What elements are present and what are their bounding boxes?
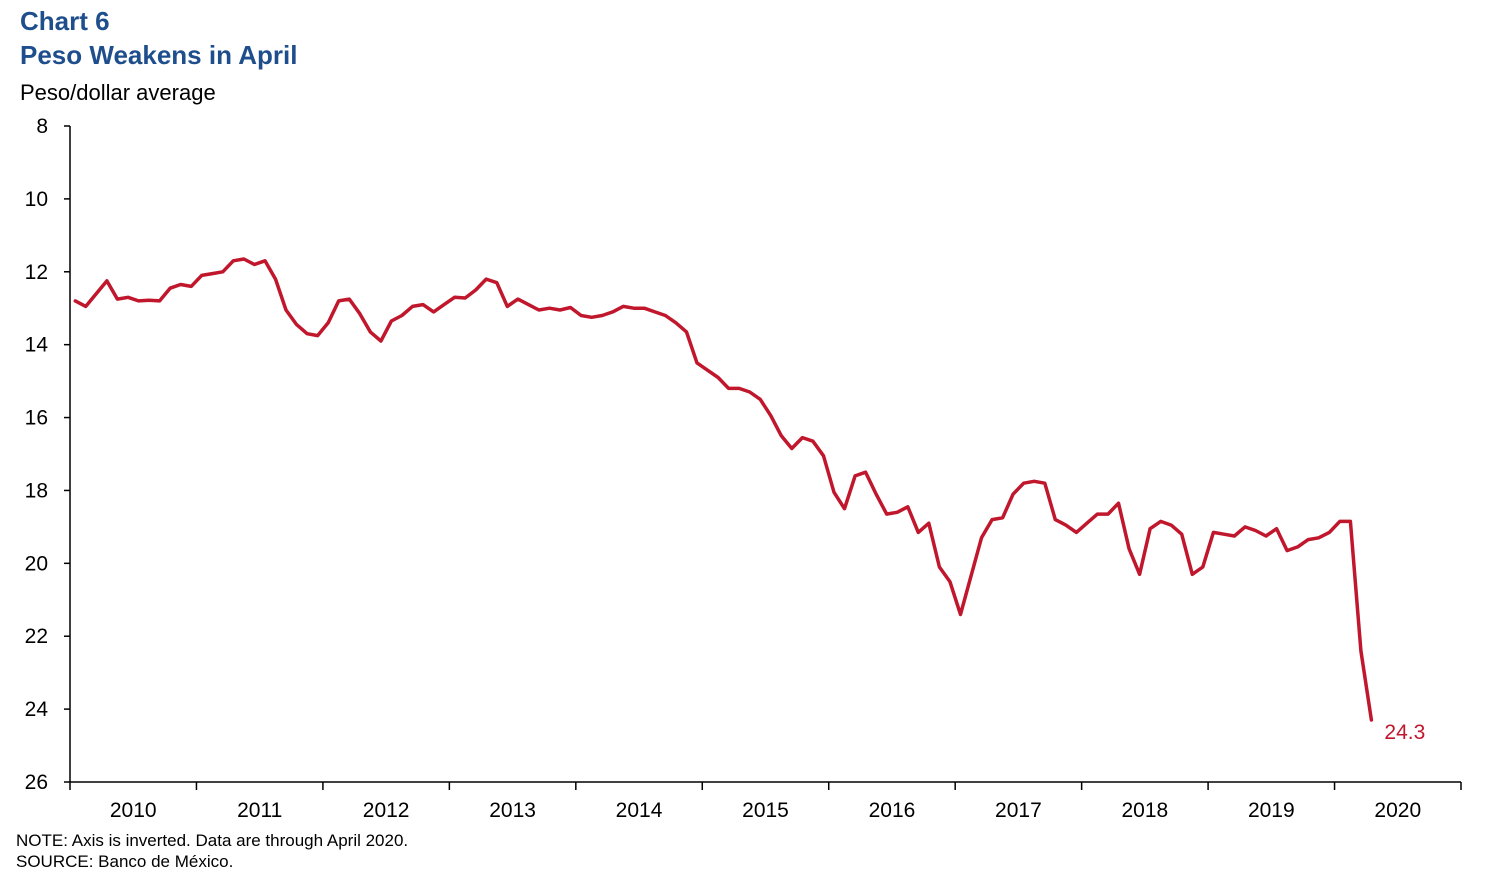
series-line: [73, 257, 1374, 722]
x-tick-label: 2018: [1122, 799, 1169, 822]
x-tick-label: 2010: [110, 799, 157, 822]
x-tick-label: 2016: [869, 799, 916, 822]
y-tick-label: 24: [25, 698, 49, 721]
x-tick-label: 2017: [995, 799, 1042, 822]
source-text: SOURCE: Banco de México.: [16, 852, 234, 871]
y-axis: 8 10 12 14 16 18 20 22 24 26: [25, 115, 71, 794]
y-tick-label: 16: [25, 407, 48, 430]
y-tick-label: 26: [25, 771, 48, 794]
y-tick-label: 10: [25, 188, 48, 211]
y-axis-unit-label: Peso/dollar average: [20, 80, 216, 105]
chart-number: Chart 6: [20, 6, 110, 36]
y-tick-label: 8: [36, 115, 48, 138]
x-tick-label: 2019: [1248, 799, 1295, 822]
x-tick-label: 2020: [1374, 799, 1421, 822]
x-tick-label: 2011: [237, 799, 282, 822]
y-tick-label: 18: [25, 479, 48, 502]
x-tick-label: 2013: [489, 799, 536, 822]
x-tick-label: 2014: [616, 799, 663, 822]
end-value-label: 24.3: [1384, 721, 1425, 744]
y-tick-label: 12: [25, 261, 48, 284]
series-group: 24.3: [73, 257, 1425, 744]
note-text: NOTE: Axis is inverted. Data are through…: [16, 831, 409, 850]
y-tick-label: 20: [25, 552, 48, 575]
x-axis: 2010 2011 2012 2013 2014 2015 2016 2017 2018 2019…: [69, 781, 1462, 822]
chart-notes: NOTE: Axis is inverted. Data are through…: [16, 830, 408, 872]
y-tick-label: 22: [25, 625, 48, 648]
chart-title: Peso Weakens in April: [20, 40, 298, 70]
y-tick-label: 14: [25, 334, 49, 357]
x-tick-label: 2012: [363, 799, 410, 822]
x-tick-label: 2015: [742, 799, 789, 822]
